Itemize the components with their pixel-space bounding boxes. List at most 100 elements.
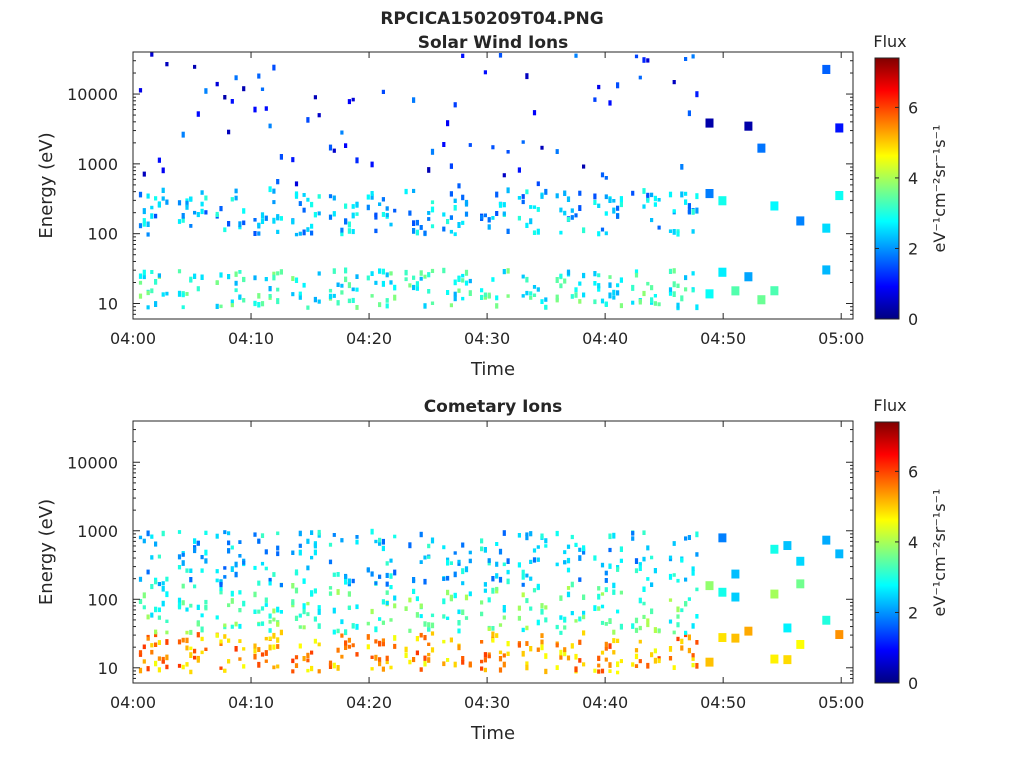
y-tick-label: 10000 [67, 85, 118, 104]
spectrogram-cell [344, 203, 348, 209]
spectrogram-cell [355, 623, 359, 630]
spectrogram-cell [705, 189, 714, 199]
spectrogram-cell [340, 538, 344, 543]
spectrogram-cell [408, 542, 412, 549]
spectrogram-cell [695, 91, 699, 98]
spectrogram-cell [457, 609, 461, 615]
spectrogram-cell [336, 628, 340, 634]
spectrogram-cell [691, 623, 695, 629]
spectrogram-cell [616, 205, 620, 211]
spectrogram-cell [430, 268, 435, 273]
spectrogram-cell [223, 625, 227, 630]
spectrogram-cell [525, 189, 529, 195]
spectrogram-cell [563, 616, 567, 623]
spectrogram-cell [604, 570, 608, 576]
spectrogram-cell [150, 213, 154, 219]
spectrogram-cell [344, 143, 348, 148]
spectrogram-cell [616, 661, 620, 668]
y-tick-label: 1000 [77, 155, 118, 174]
spectrogram-cell [419, 667, 423, 672]
spectrogram-cell [695, 663, 699, 669]
spectrogram-cell [242, 277, 246, 282]
spectrogram-cell [544, 538, 548, 544]
spectrogram-cell [161, 585, 165, 592]
spectrogram-cell [150, 643, 154, 648]
spectrogram-cell [672, 541, 676, 546]
spectrogram-cell [457, 644, 461, 651]
spectrogram-cell [238, 296, 242, 300]
spectrogram-cell [502, 211, 506, 216]
spectrogram-cell [498, 667, 503, 673]
spectrogram-cell [294, 569, 299, 576]
spectrogram-cell [238, 657, 242, 661]
spectrogram-cell [457, 628, 461, 634]
spectrogram-cell [616, 82, 620, 89]
spectrogram-cell [177, 639, 182, 645]
spectrogram-cell [370, 571, 374, 577]
spectrogram-cell [597, 283, 601, 289]
spectrogram-cell [540, 299, 544, 304]
spectrogram-cell [453, 592, 457, 599]
spectrogram-cell [770, 286, 779, 296]
spectrogram-cell [578, 555, 582, 561]
spectrogram-cell [146, 193, 150, 199]
spectrogram-cell [487, 558, 491, 563]
spectrogram-cell [540, 533, 544, 539]
spectrogram-cell [491, 576, 495, 582]
spectrogram-cell [680, 645, 684, 651]
spectrogram-cell [616, 609, 620, 614]
spectrogram-cell [264, 549, 268, 555]
spectrogram-cell [464, 211, 469, 217]
spectrogram-cell [257, 647, 261, 652]
spectrogram-cell [684, 199, 688, 205]
spectrogram-cell [574, 619, 578, 623]
spectrogram-cell [461, 53, 465, 58]
spectrogram-cell [157, 273, 161, 278]
spectrogram-cell [381, 197, 385, 202]
colorbar-tick-label: 0 [908, 310, 918, 329]
spectrogram-cell [502, 609, 506, 613]
spectrogram-cell [385, 561, 389, 566]
spectrogram-cell [442, 545, 446, 550]
spectrogram-cell [559, 283, 563, 289]
spectrogram-cell [189, 652, 193, 658]
spectrogram-cell [631, 623, 635, 629]
spectrogram-cell [676, 229, 680, 233]
spectrogram-cell [563, 278, 567, 284]
spectrogram-cell [483, 294, 487, 300]
spectrogram-cell [385, 655, 389, 661]
spectrogram-cell [298, 625, 302, 629]
spectrogram-cell [385, 660, 389, 665]
spectrogram-cell [157, 157, 161, 163]
spectrogram-cell [718, 533, 727, 543]
spectrogram-cell [423, 303, 427, 309]
spectrogram-cell [150, 205, 154, 210]
spectrogram-cell [336, 647, 340, 653]
spectrogram-cell [566, 586, 571, 590]
spectrogram-cell [347, 637, 351, 643]
spectrogram-cell [491, 626, 495, 631]
spectrogram-cell [328, 586, 333, 590]
spectrogram-cell [215, 633, 219, 638]
spectrogram-cell [529, 291, 533, 296]
spectrogram-cell [616, 638, 620, 643]
spectrogram-cell [313, 638, 317, 644]
spectrogram-cell [306, 658, 310, 663]
spectrogram-cell [142, 538, 146, 544]
spectrogram-cell [449, 594, 453, 601]
spectrogram-cell [525, 276, 529, 283]
spectrogram-cell [370, 294, 374, 298]
spectrogram-cell [646, 192, 650, 197]
spectrogram-cell [536, 557, 540, 562]
spectrogram-cell [317, 271, 321, 276]
spectrogram-cell [642, 290, 646, 297]
spectrogram-cell [608, 619, 612, 624]
spectrogram-cell [336, 589, 340, 595]
spectrogram-cell [150, 534, 154, 539]
spectrogram-cell [619, 590, 623, 595]
spectrogram-cell [185, 645, 189, 651]
spectrogram-cell [366, 194, 370, 200]
x-tick-label: 04:30 [464, 329, 510, 348]
spectrogram-cell [272, 200, 276, 205]
spectrogram-cell [695, 207, 699, 214]
